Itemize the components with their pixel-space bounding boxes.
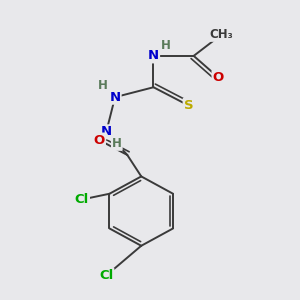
Text: H: H bbox=[98, 79, 108, 92]
Text: Cl: Cl bbox=[75, 193, 89, 206]
Text: H: H bbox=[161, 40, 171, 52]
Text: S: S bbox=[184, 99, 193, 112]
Text: N: N bbox=[110, 91, 121, 104]
Text: N: N bbox=[101, 125, 112, 138]
Text: CH₃: CH₃ bbox=[210, 28, 234, 41]
Text: N: N bbox=[148, 50, 159, 62]
Text: O: O bbox=[213, 71, 224, 84]
Text: H: H bbox=[112, 137, 122, 150]
Text: Cl: Cl bbox=[99, 269, 113, 282]
Text: O: O bbox=[94, 134, 105, 147]
